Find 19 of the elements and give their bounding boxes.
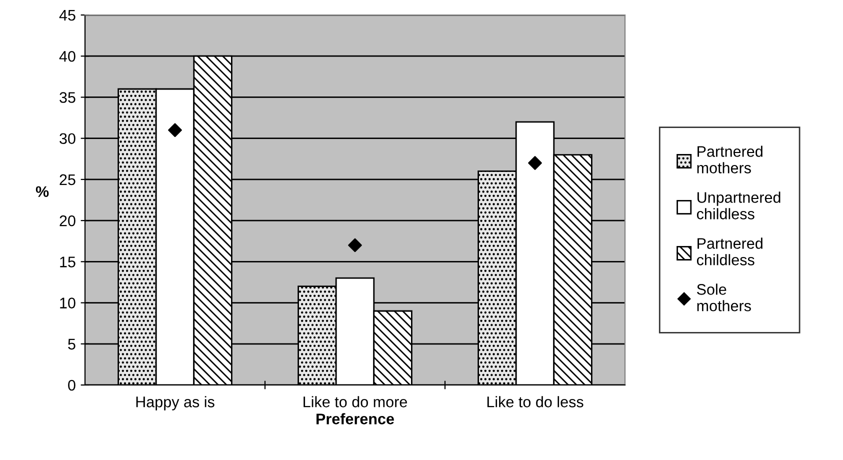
y-tick-label: 30	[60, 133, 76, 144]
x-tick-label: Happy as is	[136, 396, 214, 410]
y-tick-label: 25	[60, 174, 76, 186]
x-tick-label: Like to do more	[304, 396, 407, 408]
y-tick-label: 15	[60, 256, 76, 268]
y-tick-label: 35	[60, 92, 76, 103]
legend-label: Unpartnered childless	[696, 192, 780, 220]
legend-label: Sole mothers	[697, 284, 751, 312]
y-tick-label: 40	[59, 50, 76, 62]
y-tick-label: 45	[59, 10, 76, 21]
y-tick-label: 0	[68, 380, 76, 391]
y-tick-label: 5	[68, 338, 76, 350]
x-axis-title: Preference	[316, 413, 394, 424]
x-tick-label: Like to do less	[487, 396, 584, 408]
y-tick-label: 10	[60, 298, 76, 308]
y-tick-label: 20	[60, 215, 76, 226]
legend-label: Partnered childless	[696, 238, 762, 266]
legend-label: Partnered mothers	[697, 146, 762, 174]
y-axis-title: %	[36, 186, 49, 197]
